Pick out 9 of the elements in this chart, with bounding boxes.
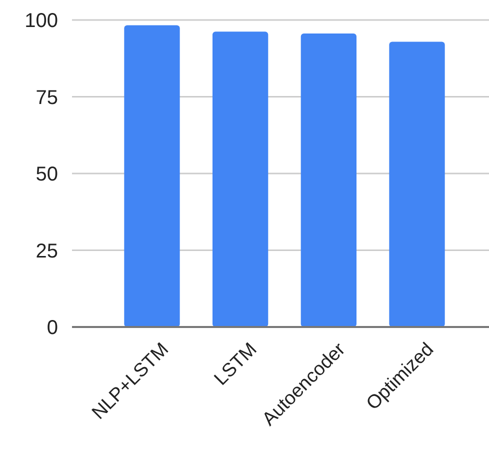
bar (300, 34, 356, 327)
y-tick-label: 50 (36, 164, 58, 186)
bar (212, 32, 268, 327)
bar (124, 25, 180, 327)
y-tick-label: 25 (36, 240, 58, 262)
y-tick-label: 0 (46, 317, 58, 339)
y-tick-label: 100 (24, 10, 58, 32)
y-tick-label: 75 (36, 86, 58, 109)
bar (389, 42, 445, 327)
